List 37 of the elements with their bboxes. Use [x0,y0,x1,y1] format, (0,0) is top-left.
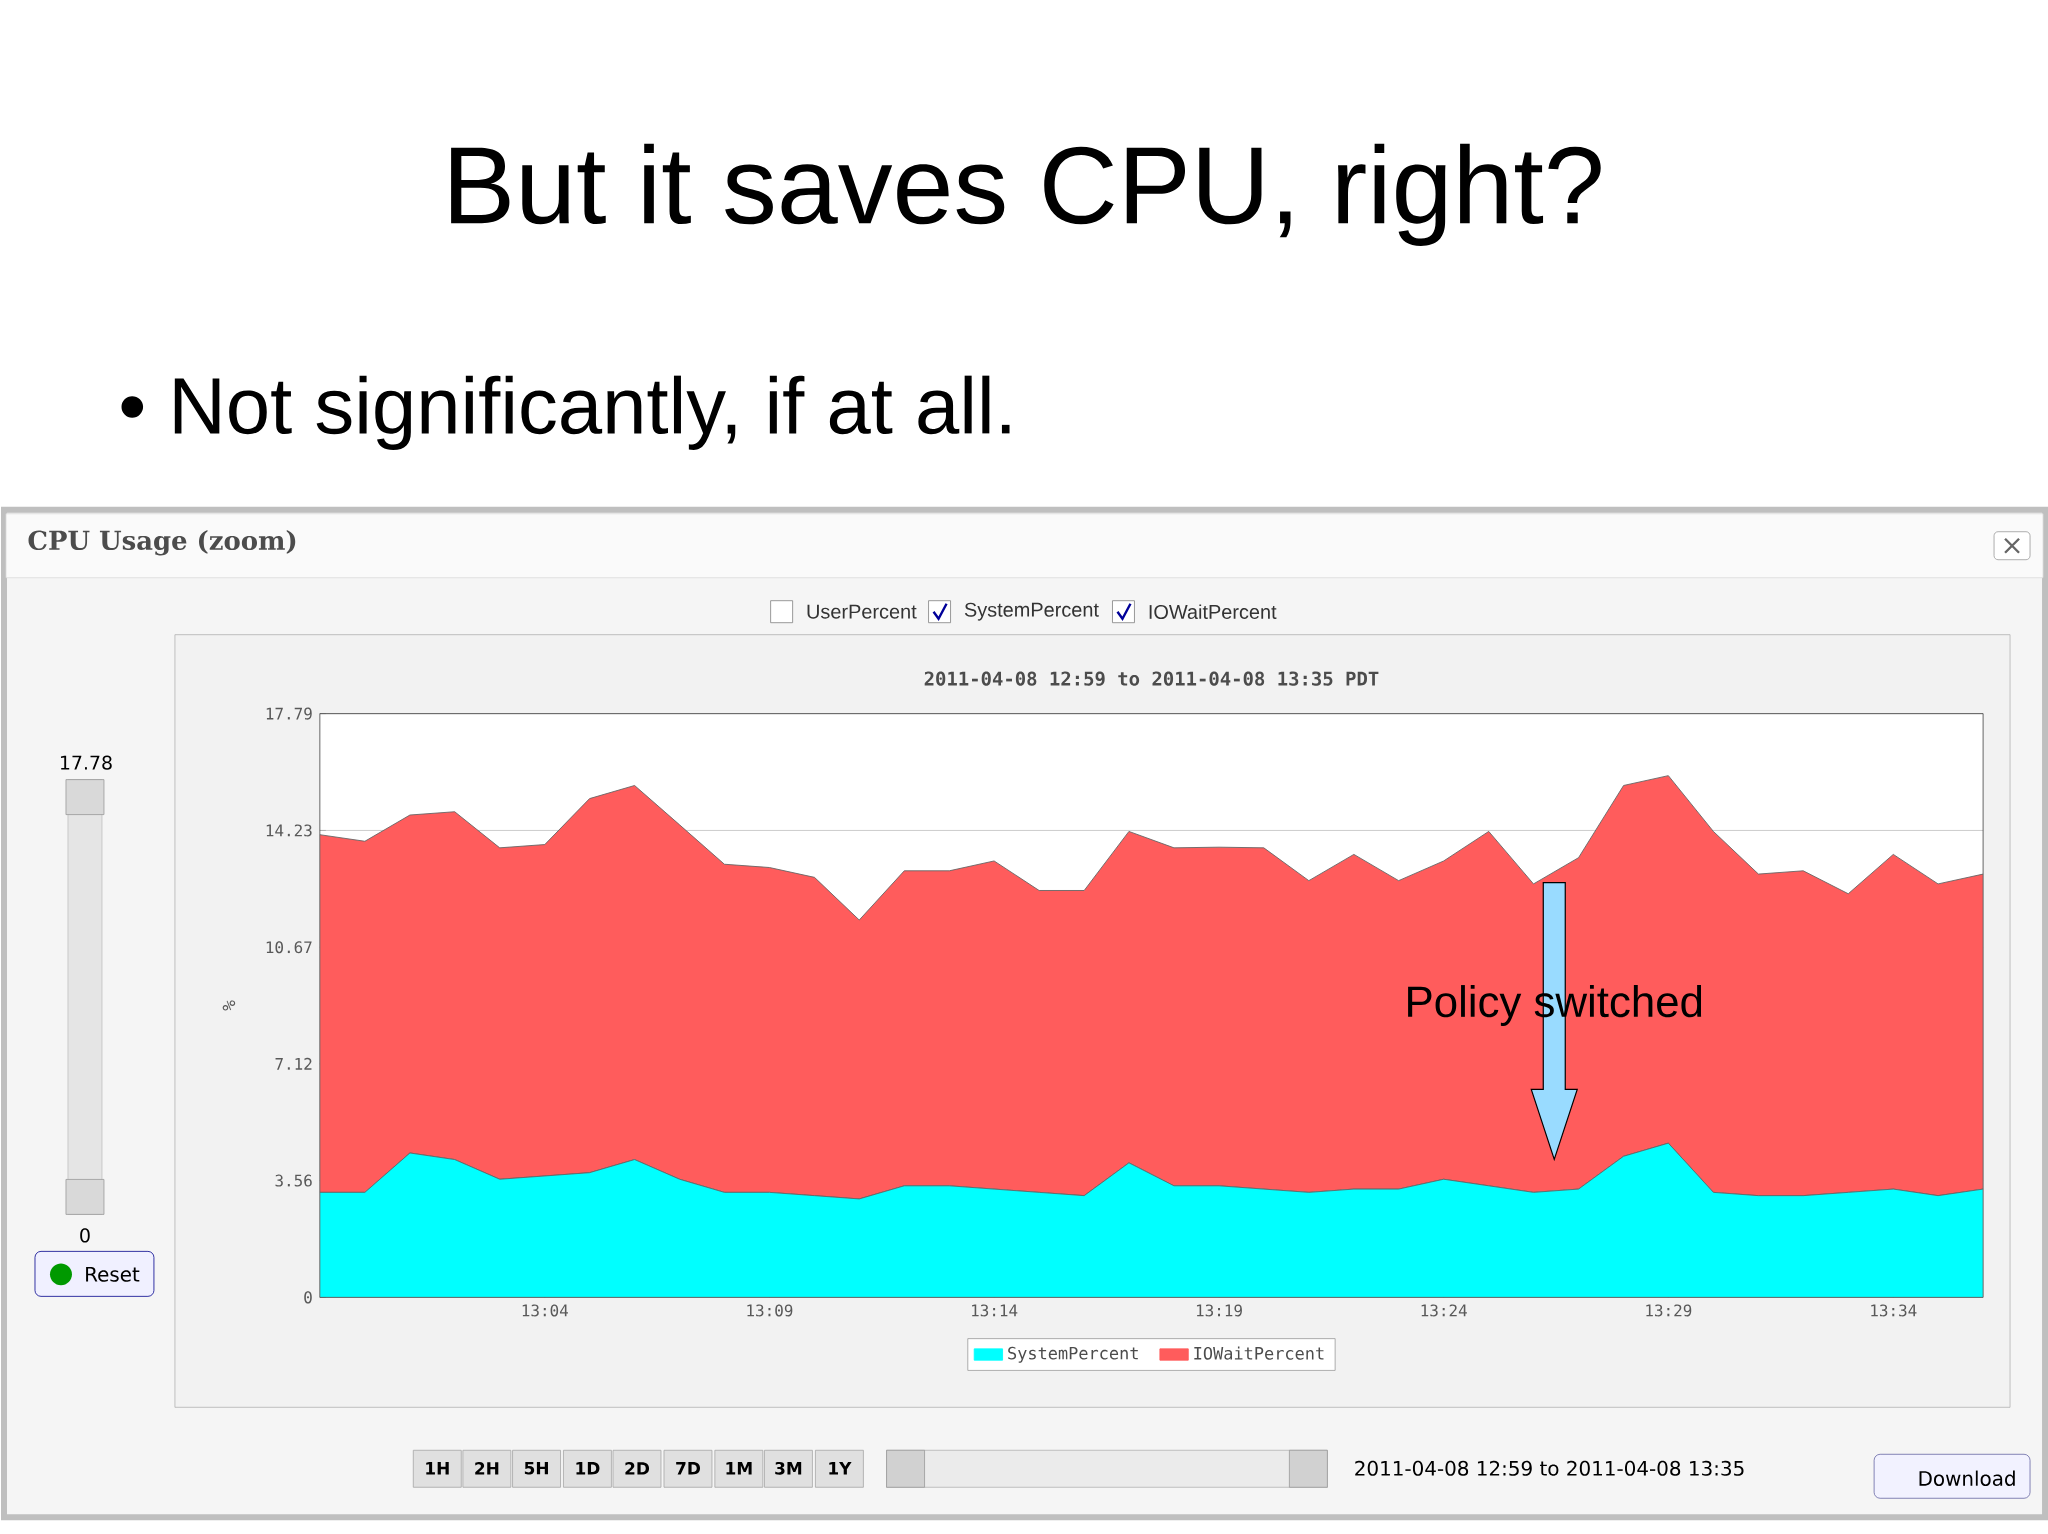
text: 1M [726,1461,752,1475]
text: SystemPercent [964,602,1099,621]
text: 17.78 [60,755,112,770]
text: IOWaitPercent [1149,604,1277,619]
text: CPU Usage (zoom) [28,529,296,556]
chart-title: But it saves CPU, right? [451,143,1601,246]
legend-label: IOWaitPercent [1194,1346,1324,1360]
y-tick-label: 17.79 [266,707,312,720]
x-tick-label: 13:14 [972,1304,1018,1317]
legend-label: SystemPercent [1008,1346,1138,1363]
y-tick-label: 3.56 [275,1174,312,1187]
text: 2D [625,1461,650,1475]
text: 2H [475,1461,499,1475]
y-axis-title: % [222,1000,236,1011]
y-tick-label: 0 [304,1291,312,1304]
text: Download [1919,1470,2015,1486]
y-tick-label: 7.12 [275,1057,312,1070]
text: 1Y [829,1461,852,1475]
chart-subtitle: • Not significantly, if at all. [121,375,1010,450]
text: 7D [676,1461,701,1475]
x-tick-label: 13:34 [1871,1304,1917,1317]
x-tick-label: 13:19 [1196,1304,1242,1317]
text: 1H [426,1461,449,1475]
text: 1D [576,1461,600,1475]
text: 2011-04-08 12:59 to 2011-04-08 13:35 PDT [924,671,1379,686]
x-tick-label: 13:24 [1421,1304,1467,1317]
y-tick-label: 10.67 [266,941,312,954]
text: 3M [775,1461,802,1475]
y-tick-label: 14.23 [266,824,312,837]
x-tick-label: 13:29 [1646,1304,1692,1317]
x-tick-label: 13:04 [522,1304,568,1317]
text: 2011-04-08 12:59 to 2011-04-08 13:35 [1355,1460,1744,1476]
text: Reset [86,1266,140,1282]
text: 0 [80,1228,90,1243]
text: UserPercent [807,604,917,619]
x-tick-label: 13:09 [747,1304,793,1317]
text: 5H [524,1461,548,1475]
